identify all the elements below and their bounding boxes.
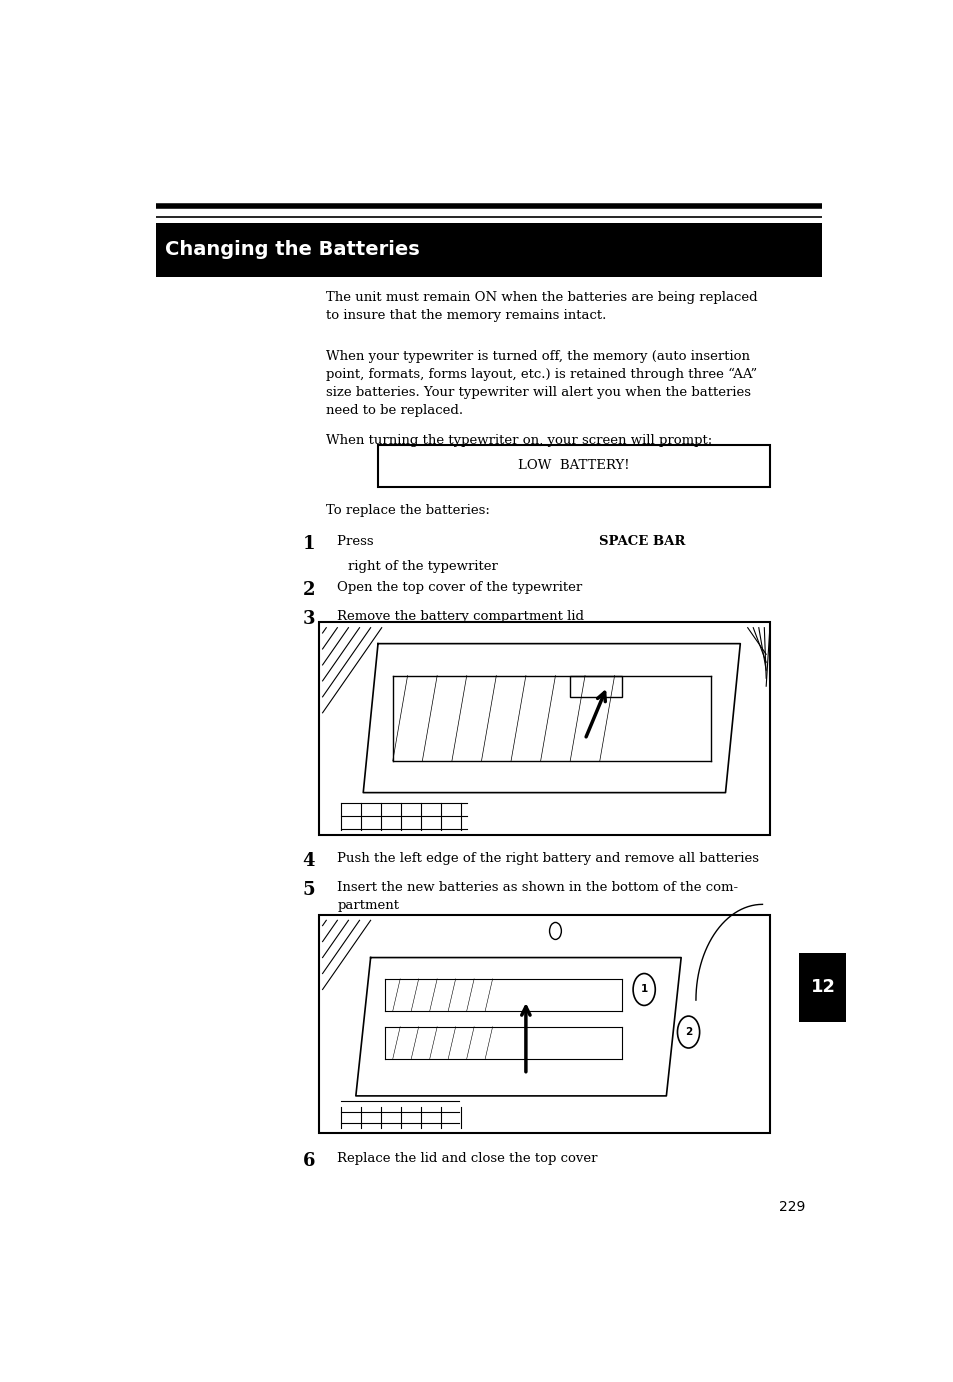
Text: Insert the new batteries as shown in the bottom of the com-
partment: Insert the new batteries as shown in the…	[337, 880, 738, 912]
Text: 1: 1	[302, 535, 314, 553]
Bar	[377, 445, 769, 488]
Bar	[570, 676, 621, 697]
Text: 4: 4	[302, 853, 314, 871]
Text: Open the top cover of the typewriter: Open the top cover of the typewriter	[337, 580, 582, 594]
Text: When your typewriter is turned off, the memory (auto insertion
point, formats, f: When your typewriter is turned off, the …	[326, 350, 757, 417]
Bar	[799, 954, 845, 1023]
Text: Remove the battery compartment lid: Remove the battery compartment lid	[337, 609, 584, 622]
Text: LOW  BATTERY!: LOW BATTERY!	[517, 459, 629, 473]
FancyBboxPatch shape	[156, 224, 821, 276]
Bar	[318, 915, 769, 1133]
Text: 3: 3	[302, 609, 314, 627]
Text: 6: 6	[302, 1153, 314, 1171]
Text: 2: 2	[684, 1027, 692, 1036]
Text: 1: 1	[639, 984, 647, 995]
Text: Changing the Batteries: Changing the Batteries	[165, 240, 419, 260]
Text: 12: 12	[810, 978, 835, 996]
Text: 5: 5	[302, 880, 314, 898]
Text: When turning the typewriter on, your screen will prompt:: When turning the typewriter on, your scr…	[326, 434, 712, 446]
Text: Push the left edge of the right battery and remove all batteries: Push the left edge of the right battery …	[337, 853, 759, 865]
Text: The unit must remain ON when the batteries are being replaced
to insure that the: The unit must remain ON when the batteri…	[326, 292, 757, 322]
Bar	[318, 622, 769, 835]
Text: 229: 229	[778, 1200, 804, 1213]
Text: 2: 2	[302, 580, 314, 598]
Text: Replace the lid and close the top cover: Replace the lid and close the top cover	[337, 1153, 598, 1165]
Text: SPACE BAR: SPACE BAR	[598, 535, 684, 549]
Text: right of the typewriter: right of the typewriter	[348, 560, 497, 572]
Text: To replace the batteries:: To replace the batteries:	[326, 504, 490, 517]
Text: Press: Press	[337, 535, 377, 549]
